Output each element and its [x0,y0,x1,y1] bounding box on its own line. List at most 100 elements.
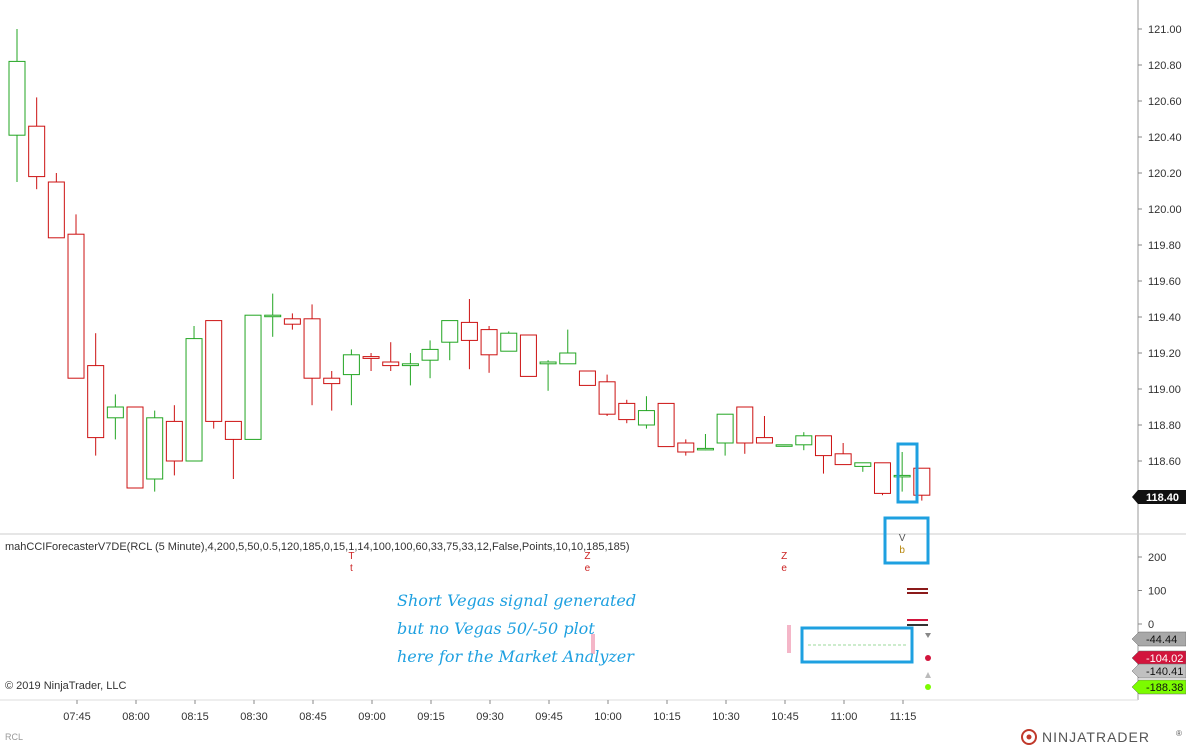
time-tick-label: 09:45 [535,711,563,723]
annotation-line-3: here for the Market Analyzer [397,647,635,666]
candle [146,410,164,492]
signal-marker-text: Z [584,551,590,562]
annotation: Short Vegas signal generated but no Vega… [397,591,636,666]
candle [8,29,26,182]
candle [637,396,655,429]
indicator-tag-shape [1131,679,1186,695]
candle [716,413,734,456]
candle-body [126,406,144,489]
signal-marker-text: e [585,563,591,574]
candlestick-series [8,29,931,501]
time-tick-label: 09:15 [417,711,445,723]
down-arrow-icon [925,633,931,638]
candle [264,293,282,337]
time-tick-label: 10:15 [653,711,681,723]
candle [87,333,105,456]
time-tick-label: 08:45 [299,711,327,723]
candle-body [106,406,124,419]
candle [578,370,596,386]
candle-body [382,361,400,367]
candle-body [244,314,262,440]
signal-marker-text: Z [781,551,787,562]
candle [618,399,636,424]
indicator-plots [591,588,931,690]
candle [401,353,419,386]
indicator-value-label: -188.38 [1146,682,1183,694]
candle-body [67,233,85,379]
candle-body [8,60,26,136]
indicator-value-labels: -44.44 -104.02-140.41 -188.38 [1131,631,1186,695]
candle-body [736,406,754,444]
candle [814,435,832,474]
highlight-plot-box [800,626,914,664]
candle [28,97,46,190]
candle-body [618,402,636,421]
candle-body [578,370,596,386]
indicator-value-tag: -140.41 [1131,663,1186,679]
candle [224,420,242,479]
candle-body [657,402,675,448]
time-tick-label: 09:30 [476,711,504,723]
candle-body [834,453,852,466]
signal-marker-text: T [348,551,354,562]
candle [303,304,321,406]
indicator-axis: 200 100 0 [1138,552,1166,631]
price-tick-label: 118.80 [1148,420,1181,432]
indicator-title: mahCCIForecasterV7DE(RCL (5 Minute),4,20… [5,541,630,553]
price-tick-label: 120.80 [1148,60,1182,72]
candle-body [303,318,321,379]
candle-body [716,413,734,444]
time-tick-label: 08:00 [122,711,150,723]
candle [677,439,695,456]
candle [598,374,616,416]
candle-body [146,417,164,480]
candle [323,371,341,411]
candle [362,353,380,371]
price-tick-label: 120.20 [1148,168,1182,180]
signal-marker-text: t [350,563,353,574]
candle-body [224,420,242,440]
candle [244,314,262,440]
indicator-value-tag: -188.38 [1131,679,1186,695]
price-tick-label: 120.00 [1148,204,1182,216]
candle [441,320,459,361]
indicator-value-label: -140.41 [1146,666,1183,678]
candle-body [401,363,419,367]
candle-body [559,352,577,365]
candle [67,214,85,379]
candle [382,342,400,371]
time-tick-label: 08:15 [181,711,209,723]
candle-body [441,320,459,343]
candle [283,313,301,330]
candle [775,444,793,447]
candle [500,331,518,352]
candle [795,432,813,451]
candle [873,462,891,496]
ninjatrader-logo: NINJATRADER ® [1021,729,1182,745]
candle-body [677,442,695,453]
candle [559,329,577,365]
indicator-tick-label: 200 [1148,552,1166,564]
candle [519,334,537,377]
candle-body [873,462,891,494]
candle [480,326,498,373]
candle [755,416,773,444]
indicator-value-tag: -44.44 [1131,631,1186,647]
time-tick-label: 10:30 [712,711,740,723]
candle [460,299,478,370]
candle-body [47,181,65,239]
candle [185,326,203,462]
time-tick-label: 07:45 [63,711,91,723]
candle [539,360,557,391]
price-tick-label: 119.80 [1148,240,1181,252]
candle [696,434,714,451]
candle-body [854,462,872,467]
time-axis: 07:45 08:00 08:15 08:30 08:45 09:00 09:15 09:30… [63,700,916,723]
time-tick-label: 08:30 [240,711,268,723]
candle [106,394,124,440]
price-tick-label: 121.00 [1148,24,1182,36]
candle-body [637,410,655,426]
instrument-watermark: RCL [5,732,23,742]
